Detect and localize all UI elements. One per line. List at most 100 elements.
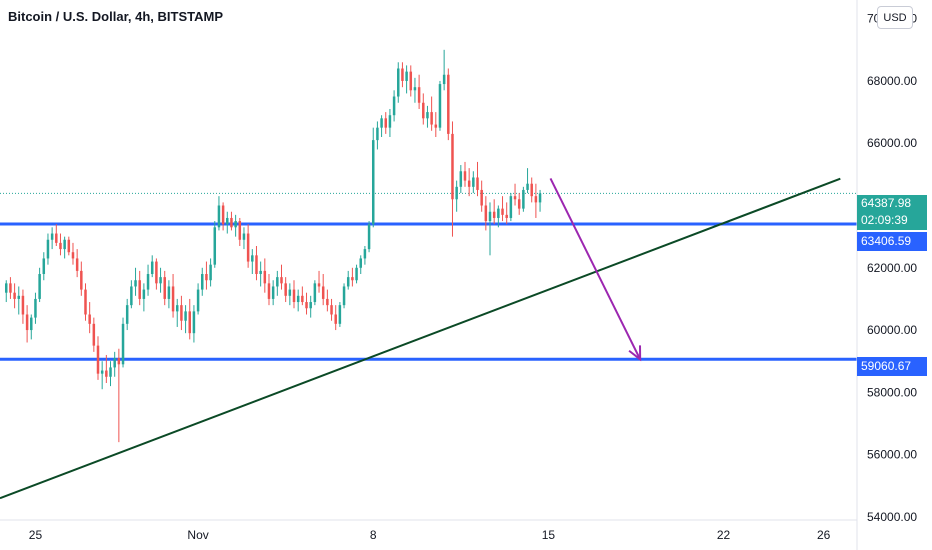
candle[interactable] (434, 112, 438, 138)
candle[interactable] (21, 289, 25, 324)
candle[interactable] (209, 258, 212, 287)
candle[interactable] (234, 214, 237, 237)
candle[interactable] (50, 227, 54, 250)
candle[interactable] (492, 199, 496, 225)
candle[interactable] (488, 202, 492, 256)
candle[interactable] (413, 77, 417, 103)
candle[interactable] (5, 280, 8, 303)
candle[interactable] (426, 105, 429, 128)
candle[interactable] (155, 258, 158, 290)
candle[interactable] (517, 193, 521, 215)
candle[interactable] (447, 68, 450, 141)
candle[interactable] (501, 196, 504, 222)
candle[interactable] (359, 255, 362, 275)
candle[interactable] (17, 286, 21, 315)
candle[interactable] (459, 165, 463, 194)
candle[interactable] (196, 283, 200, 315)
candle[interactable] (463, 161, 467, 187)
candle[interactable] (88, 302, 91, 334)
candle[interactable] (309, 295, 312, 318)
candle[interactable] (530, 177, 533, 203)
candle[interactable] (522, 186, 525, 212)
candle[interactable] (296, 289, 300, 312)
candle[interactable] (497, 205, 500, 228)
currency-button[interactable]: USD (877, 6, 913, 29)
candle[interactable] (171, 274, 175, 318)
candle[interactable] (472, 171, 475, 194)
candle[interactable] (351, 267, 354, 287)
candle[interactable] (180, 295, 183, 331)
candle[interactable] (380, 115, 383, 138)
candle[interactable] (205, 261, 208, 290)
candle[interactable] (384, 112, 388, 134)
candle[interactable] (117, 348, 121, 443)
candle[interactable] (480, 180, 483, 212)
candle[interactable] (138, 270, 141, 306)
candle[interactable] (317, 270, 321, 293)
candle[interactable] (484, 196, 488, 231)
candle[interactable] (280, 264, 283, 290)
candle[interactable] (301, 286, 304, 306)
candle[interactable] (271, 280, 275, 306)
candle[interactable] (292, 280, 296, 309)
candle[interactable] (230, 211, 233, 231)
candle[interactable] (163, 270, 166, 306)
candle[interactable] (13, 283, 16, 309)
candle[interactable] (30, 314, 33, 340)
candle[interactable] (251, 249, 254, 275)
candle[interactable] (242, 227, 246, 250)
candle[interactable] (142, 283, 146, 312)
candle[interactable] (313, 280, 317, 306)
candle[interactable] (401, 62, 404, 88)
candle[interactable] (259, 261, 262, 287)
candle[interactable] (388, 108, 392, 138)
candle[interactable] (409, 65, 413, 97)
candle[interactable] (342, 283, 346, 309)
candle[interactable] (100, 361, 104, 390)
candle[interactable] (367, 221, 371, 253)
candle[interactable] (59, 233, 62, 256)
candle[interactable] (417, 74, 421, 109)
candle[interactable] (55, 224, 58, 246)
candle[interactable] (109, 361, 112, 387)
candle[interactable] (430, 96, 433, 131)
candle[interactable] (438, 80, 442, 131)
trend-line[interactable] (0, 177, 841, 500)
candle[interactable] (263, 258, 267, 293)
candle[interactable] (476, 161, 479, 197)
price-axis[interactable]: 70000.0068000.0066000.0064000.0062000.00… (867, 12, 917, 524)
candle[interactable] (46, 233, 50, 265)
candle[interactable] (246, 224, 250, 268)
candle[interactable] (213, 221, 217, 268)
candle[interactable] (397, 62, 400, 103)
candle[interactable] (121, 317, 125, 368)
candle[interactable] (201, 267, 204, 296)
candle[interactable] (96, 336, 100, 380)
candle[interactable] (34, 292, 37, 324)
candle[interactable] (113, 351, 116, 377)
candle[interactable] (221, 202, 225, 231)
candle[interactable] (405, 65, 408, 94)
candle[interactable] (167, 280, 171, 309)
candle[interactable] (467, 168, 471, 197)
candle[interactable] (255, 245, 258, 281)
forecast-arrow[interactable] (549, 177, 642, 360)
candle[interactable] (288, 283, 292, 306)
candle[interactable] (42, 252, 46, 281)
candle[interactable] (125, 298, 129, 331)
candle[interactable] (267, 274, 271, 306)
candle[interactable] (67, 236, 71, 256)
candle[interactable] (371, 127, 375, 228)
candle[interactable] (509, 193, 513, 222)
candle[interactable] (159, 267, 162, 293)
candle[interactable] (326, 289, 329, 312)
candle[interactable] (217, 196, 221, 231)
candle[interactable] (526, 168, 529, 194)
candle[interactable] (71, 242, 75, 265)
candle[interactable] (276, 270, 279, 296)
candle[interactable] (105, 354, 108, 383)
candle[interactable] (25, 305, 29, 343)
candle[interactable] (192, 305, 196, 343)
candle[interactable] (188, 298, 192, 340)
